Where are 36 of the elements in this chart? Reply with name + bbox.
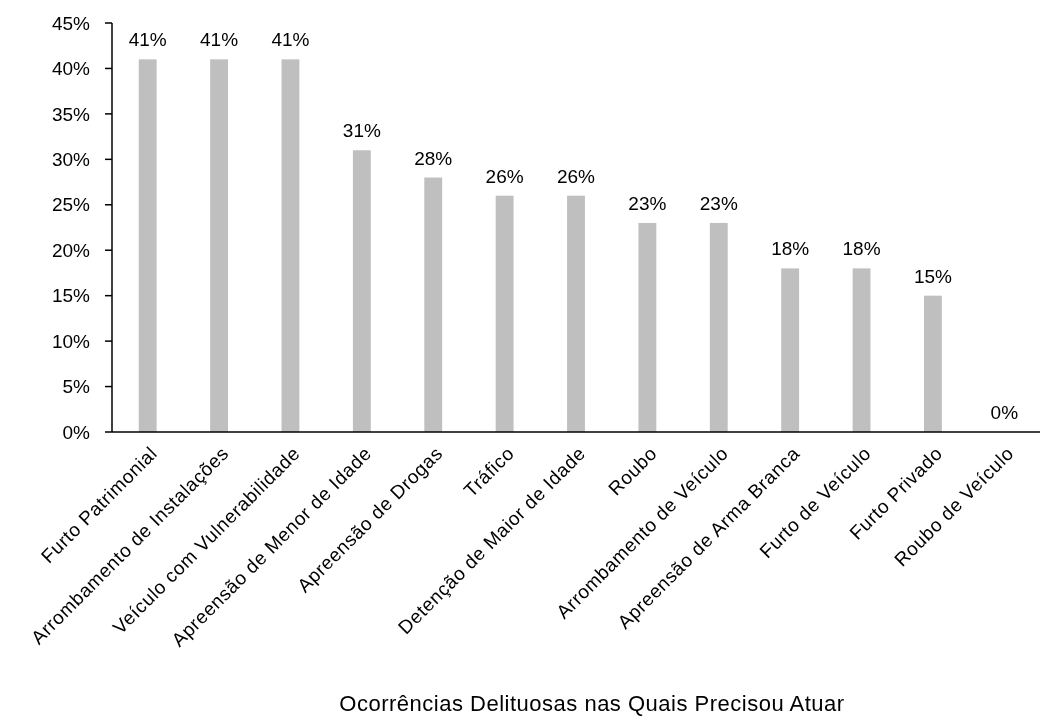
data-label: 18%: [771, 238, 810, 260]
data-label: 15%: [913, 265, 953, 287]
bar: [709, 222, 728, 432]
bar: [567, 195, 585, 432]
data-label: 26%: [485, 165, 524, 187]
bar: [138, 59, 157, 432]
bar: [495, 195, 514, 432]
bar: [210, 59, 228, 432]
data-label: 0%: [990, 402, 1019, 423]
y-tick-label: 45%: [51, 12, 91, 34]
y-tick-label: 30%: [51, 148, 91, 170]
data-label: 23%: [628, 192, 667, 214]
bar: [781, 268, 800, 432]
y-tick-label: 20%: [51, 239, 91, 261]
y-tick-label: 40%: [51, 58, 91, 80]
data-label: 41%: [128, 29, 167, 51]
bar: [424, 177, 443, 432]
y-tick-label: 35%: [51, 103, 91, 125]
y-tick-label: 25%: [51, 194, 91, 216]
data-label: 26%: [556, 165, 596, 187]
data-label: 28%: [414, 147, 453, 169]
data-label: 23%: [699, 192, 738, 214]
bar: [352, 150, 371, 432]
y-tick-label: 5%: [62, 376, 91, 398]
y-tick-label: 0%: [62, 421, 91, 443]
y-tick-label: 10%: [51, 330, 91, 352]
bar: [924, 295, 942, 432]
bar: [852, 268, 871, 432]
data-label: 41%: [200, 29, 239, 51]
data-label: 41%: [271, 29, 310, 51]
x-axis-title: Ocorrências Delituosas nas Quais Precisou Atuar: [339, 691, 845, 716]
y-tick-label: 15%: [51, 285, 91, 307]
data-label: 18%: [842, 238, 881, 260]
bar: [638, 222, 657, 432]
data-label: 31%: [342, 120, 381, 142]
bar: [281, 59, 300, 432]
